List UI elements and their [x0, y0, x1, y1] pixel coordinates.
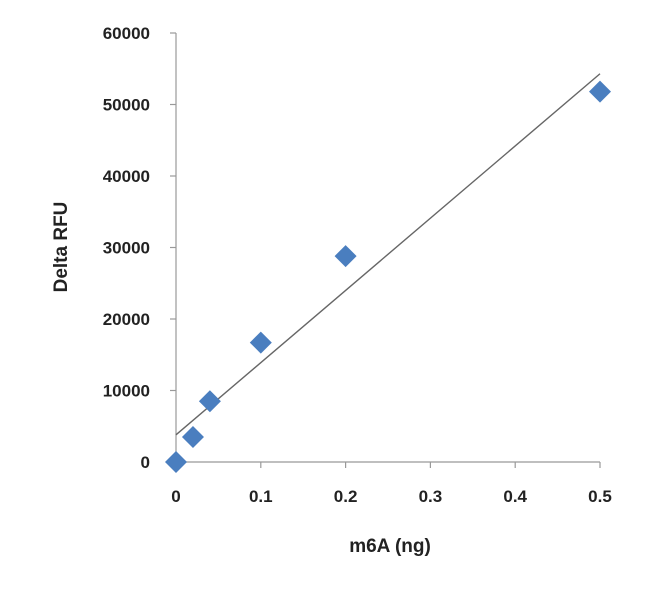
x-tick-label: 0.3: [419, 487, 443, 506]
y-axis-label: Delta RFU: [51, 202, 72, 293]
x-axis-label: m6A (ng): [349, 536, 431, 557]
x-tick-label: 0.1: [249, 487, 273, 506]
data-point: [334, 245, 357, 268]
data-point: [181, 425, 204, 448]
x-tick-label: 0.4: [503, 487, 527, 506]
data-point: [165, 451, 187, 473]
data-point: [249, 331, 272, 354]
x-tick-label: 0: [171, 487, 180, 506]
y-tick-label: 30000: [103, 239, 150, 258]
y-tick-label: 40000: [103, 167, 150, 186]
x-tick-label: 0.5: [588, 487, 612, 506]
y-tick-label: 20000: [103, 310, 150, 329]
trendline: [175, 73, 601, 436]
x-tick-label: 0.2: [334, 487, 358, 506]
y-tick-label: 0: [141, 453, 150, 472]
data-point: [589, 80, 611, 103]
y-tick-label: 50000: [103, 96, 150, 115]
y-tick-label: 10000: [103, 382, 150, 401]
y-tick-label: 60000: [103, 24, 150, 43]
data-point: [198, 390, 221, 413]
